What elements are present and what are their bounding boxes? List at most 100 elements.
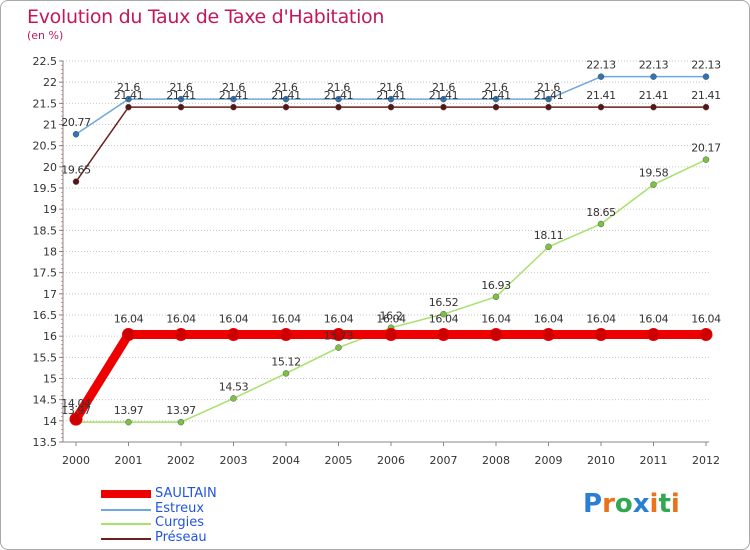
data-label-preseau: 21.41 [166,89,196,102]
point-preseau [282,103,290,111]
data-label-estreux: 21.6 [537,81,560,94]
data-label-saultain: 16.04 [271,312,301,325]
point-curgies [335,344,342,351]
point-curgies [702,156,710,163]
x-tick-label: 2006 [377,454,405,467]
point-preseau [230,103,237,111]
data-label-saultain: 16.04 [376,312,406,325]
data-label-preseau: 21.41 [429,89,459,102]
y-tick-label: 19.5 [33,182,58,195]
data-label-saultain: 16.04 [586,312,616,325]
point-preseau [72,178,80,185]
legend-item-curgies: Curgies [101,515,301,531]
x-tick-label: 2009 [535,454,563,467]
data-label-preseau: 21.41 [376,89,406,102]
point-curgies [282,370,290,377]
proxiti-logo: Proxiti [583,489,680,519]
data-label-saultain: 16.04 [219,312,249,325]
point-curgies [597,220,605,228]
data-label-curgies: 15.73 [324,330,354,343]
legend-label-preseau: Préseau [155,530,207,545]
legend-item-preseau: Préseau [101,530,301,546]
data-label-saultain: 16.04 [639,312,669,325]
point-estreux [545,95,552,103]
logo-letter: o [614,489,633,519]
x-tick-label: 2001 [115,454,143,467]
data-label-saultain: 16.04 [481,312,511,325]
point-estreux [230,95,237,103]
plot-area [63,61,709,442]
y-tick-label: 22.5 [33,55,58,68]
y-tick-label: 19 [43,203,57,216]
data-label-curgies: 14.53 [219,380,249,393]
y-tick-label: 13.5 [33,436,58,449]
point-saultain [174,327,188,341]
point-preseau [545,103,552,111]
point-saultain [437,327,450,341]
data-label-preseau: 21.41 [324,89,354,102]
data-label-estreux: 21.6 [117,81,140,94]
data-label-curgies: 16.52 [429,296,459,309]
chart-title: Evolution du Taux de Taxe d'Habitation [27,6,385,28]
point-saultain [594,327,608,341]
data-label-preseau: 21.41 [271,89,301,102]
data-label-estreux: 21.6 [380,81,403,94]
data-label-estreux: 21.6 [275,81,298,94]
logo-letter: i [670,489,680,519]
data-label-curgies: 13.97 [61,404,91,417]
data-label-estreux: 22.13 [691,59,721,72]
point-preseau [492,103,500,111]
data-label-curgies: 18.65 [586,206,616,219]
y-tick-label: 15.5 [33,351,58,364]
point-saultain [227,327,240,341]
data-label-estreux: 21.6 [222,81,245,94]
data-label-saultain: 16.04 [324,312,354,325]
y-tick-label: 21.5 [33,97,58,110]
point-preseau [125,103,132,111]
x-tick-label: 2011 [640,454,668,467]
point-estreux [492,95,500,103]
point-preseau [650,103,657,111]
data-label-preseau: 21.41 [481,89,511,102]
data-label-estreux: 22.13 [586,59,616,72]
x-tick-label: 2004 [272,454,300,467]
point-estreux [650,73,657,80]
data-label-preseau: 21.41 [586,89,616,102]
data-label-curgies: 19.58 [639,167,669,180]
logo-letter: r [602,489,615,519]
logo-letter: P [583,489,603,519]
x-tick-label: 2003 [220,454,248,467]
point-estreux [72,130,80,138]
legend-swatch-preseau [101,538,151,540]
data-label-preseau: 21.41 [639,89,669,102]
point-curgies [650,181,657,188]
x-tick-label: 2010 [587,454,615,467]
legend-swatch-estreux [101,509,151,511]
y-tick-label: 17 [43,288,57,301]
point-estreux [597,73,605,80]
x-tick-label: 2002 [167,454,195,467]
point-saultain [542,327,555,341]
data-label-saultain: 14.04 [61,397,91,410]
point-saultain [699,327,713,341]
x-tick-label: 2005 [325,454,353,467]
logo-letter: x [632,489,650,519]
point-estreux [387,95,395,103]
data-label-curgies: 16.93 [481,279,511,292]
data-label-estreux: 21.6 [432,81,455,94]
data-label-curgies: 16.2 [380,310,403,323]
data-label-preseau: 21.41 [219,89,249,102]
legend-item-saultain: SAULTAIN [101,486,301,502]
data-label-saultain: 16.04 [691,312,721,325]
point-curgies [545,243,552,251]
legend-label-curgies: Curgies [155,515,205,530]
y-tick-label: 16 [43,330,57,343]
legend-label-estreux: Estreux [155,501,205,516]
point-estreux [125,95,132,103]
y-tick-label: 20 [43,161,57,174]
data-label-preseau: 21.41 [534,89,564,102]
data-label-estreux: 21.6 [170,81,193,94]
point-curgies [230,395,237,402]
point-saultain [279,327,293,341]
